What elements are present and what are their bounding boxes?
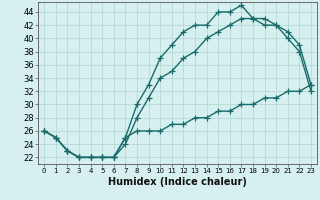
X-axis label: Humidex (Indice chaleur): Humidex (Indice chaleur) [108, 177, 247, 187]
